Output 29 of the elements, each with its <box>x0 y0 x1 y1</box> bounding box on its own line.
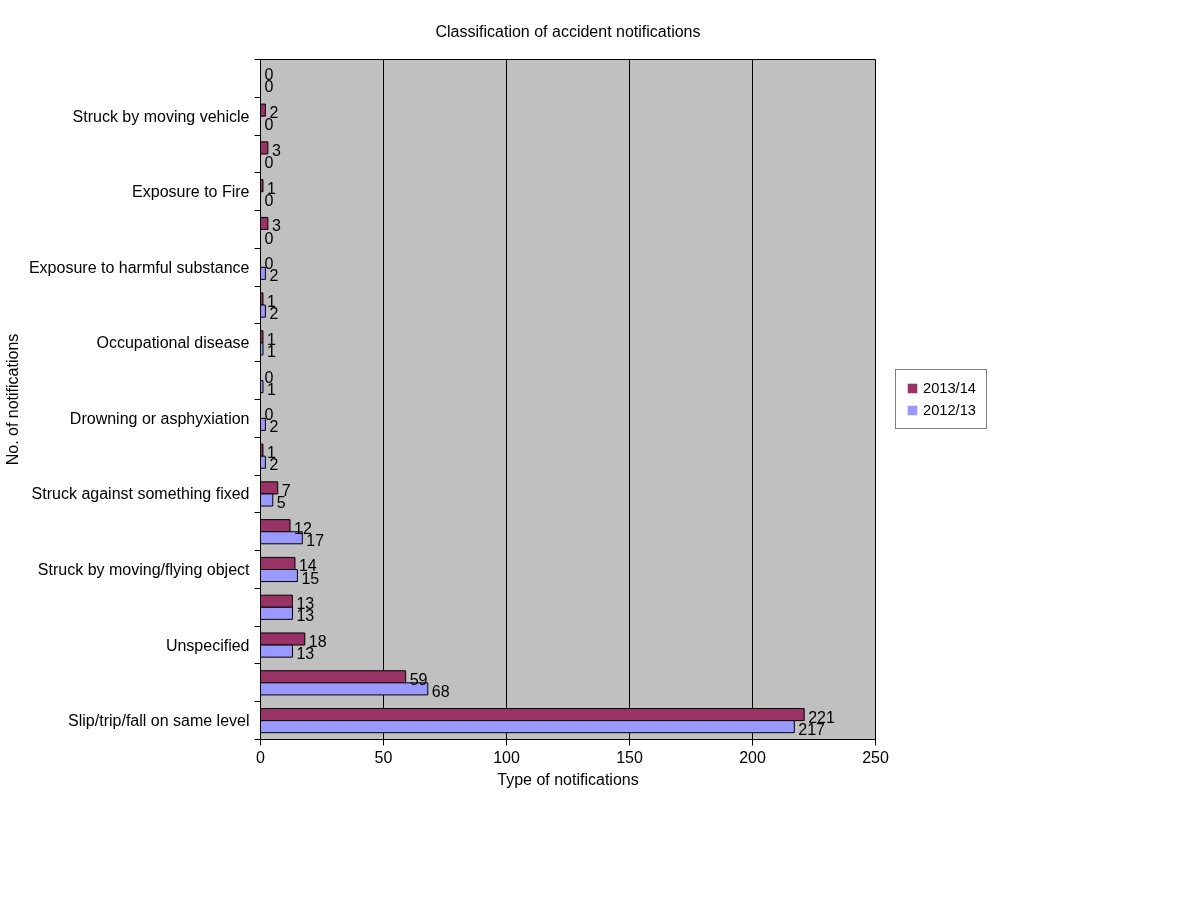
y-tick-label: Exposure to Fire <box>132 183 250 201</box>
y-tick-label: Unspecified <box>165 636 250 654</box>
y-axis-title: No. of notifications <box>3 333 21 466</box>
x-axis-title: Type of notifications <box>497 770 639 788</box>
data-label: 0 <box>264 255 274 273</box>
x-tick-label: 150 <box>616 748 643 766</box>
data-label: 3 <box>271 217 281 235</box>
chart-title: Classification of accident notifications <box>435 22 701 40</box>
y-tick-label: Occupational disease <box>96 334 250 352</box>
x-tick-label: 200 <box>739 748 766 766</box>
legend-label: 2012/13 <box>923 402 976 418</box>
data-label: 68 <box>431 682 450 700</box>
data-label: 7 <box>281 481 291 499</box>
legend-label: 2013/14 <box>923 380 976 396</box>
data-label: 3 <box>271 141 281 159</box>
y-tick-label: Struck by moving vehicle <box>72 107 250 125</box>
y-tick-label: Struck by moving/flying object <box>37 561 251 578</box>
y-tick-label: Struck against something fixed <box>31 485 250 503</box>
data-label: 17 <box>306 531 325 549</box>
x-tick-label: 250 <box>862 748 889 766</box>
data-label: 0 <box>264 229 274 247</box>
y-tick-label: Slip/trip/fall on same level <box>68 712 250 730</box>
x-tick-label: 0 <box>256 748 266 766</box>
y-tick-label: Exposure to harmful substance <box>28 258 250 276</box>
data-label: 0 <box>264 153 274 171</box>
data-label: 0 <box>264 406 274 424</box>
x-tick-label: 100 <box>493 748 520 766</box>
x-tick-label: 50 <box>374 748 393 766</box>
y-tick-label: Drowning or asphyxiation <box>69 409 250 427</box>
